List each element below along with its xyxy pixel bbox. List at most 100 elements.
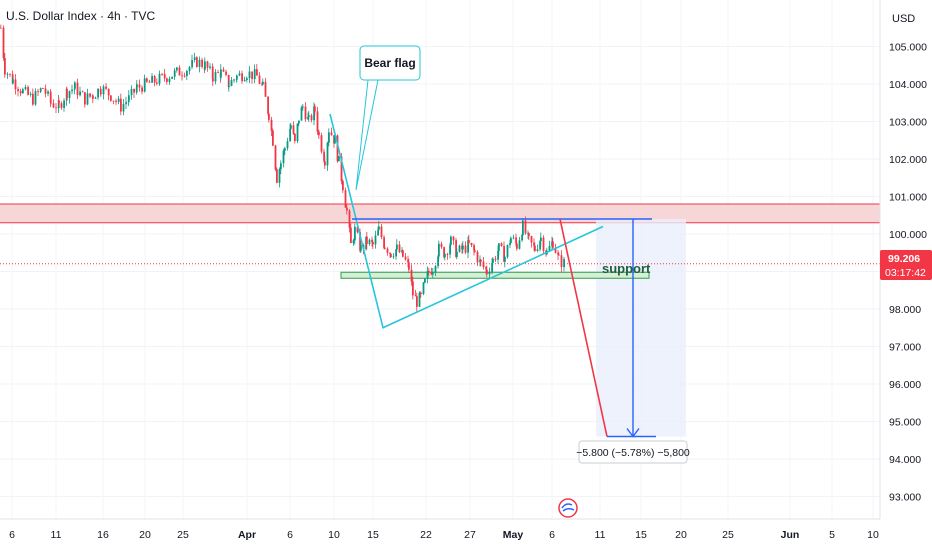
measure-label-box[interactable]: −5.800 (−5.78%) −5,800 (576, 440, 690, 464)
price-tick-label: 94.000 (889, 454, 921, 466)
candle (32, 88, 34, 106)
candle (395, 248, 397, 260)
candle (183, 72, 186, 78)
candle (314, 104, 316, 116)
callout-box (359, 45, 421, 81)
candle (276, 167, 278, 184)
candle (310, 113, 313, 123)
candle (128, 90, 130, 104)
candle (86, 88, 89, 106)
time-axis-ticks: 6 11 16 20 25 Apr 6 10 15 22 27 May 6 11 15 20 25 Jun 5 10 (9, 529, 879, 541)
candle (125, 96, 127, 110)
candle (212, 76, 214, 87)
candle (282, 148, 285, 168)
candle (450, 235, 452, 246)
bear-flag-pattern-line[interactable] (329, 113, 604, 329)
candle (464, 241, 467, 255)
candle (258, 72, 261, 85)
candle (2, 25, 5, 61)
candle (268, 112, 270, 123)
candle (313, 102, 315, 126)
candle (204, 57, 206, 72)
candle (330, 127, 333, 136)
candle (392, 253, 395, 259)
candle (540, 232, 542, 247)
candle (68, 90, 71, 104)
candle (102, 84, 105, 100)
candle (44, 84, 47, 98)
price-tick-label: 98.000 (889, 304, 921, 316)
candle (225, 69, 227, 77)
candle (302, 104, 304, 111)
candle (47, 89, 49, 97)
candle (374, 230, 377, 249)
candle (161, 72, 163, 76)
candle (117, 95, 120, 105)
candle (390, 253, 392, 258)
candle (89, 93, 91, 99)
candle (440, 241, 443, 249)
candle (201, 57, 203, 69)
candle (473, 243, 475, 256)
candle (29, 91, 32, 97)
candle (352, 238, 355, 246)
candle (552, 237, 554, 249)
candle (492, 257, 494, 266)
measure-range-box[interactable] (596, 219, 686, 437)
candle (37, 88, 39, 97)
candle (344, 187, 347, 208)
candle (24, 84, 27, 91)
candle (171, 76, 173, 80)
bear-flag-callout[interactable]: Bear flag (355, 45, 421, 191)
candle (372, 240, 374, 249)
candle (470, 242, 473, 248)
candle (6, 72, 9, 79)
candle (326, 141, 329, 171)
candle (408, 258, 410, 273)
support-zone[interactable] (340, 271, 650, 279)
candle (163, 68, 166, 82)
candle (308, 110, 310, 123)
support-label: support (602, 261, 651, 276)
measure-label-bg (578, 440, 688, 464)
time-tick-label: 20 (675, 529, 687, 541)
time-tick-label: 11 (51, 529, 62, 541)
price-tick-label: 96.000 (889, 379, 921, 391)
candle (522, 217, 524, 237)
time-axis[interactable]: 6 11 16 20 25 Apr 6 10 15 22 27 May 6 11 15 20 25 Jun 5 10 (0, 518, 880, 541)
candle (130, 85, 133, 100)
candle (58, 96, 60, 107)
candle (42, 87, 44, 90)
candle (181, 71, 183, 81)
candle (71, 84, 73, 95)
candle (548, 240, 551, 252)
candle (94, 96, 97, 99)
time-tick-label: 10 (328, 529, 340, 541)
candle (136, 80, 138, 91)
candle (222, 66, 225, 73)
candle (328, 128, 330, 147)
candle (151, 73, 153, 83)
candle (432, 267, 434, 279)
candle (4, 52, 6, 78)
candle (173, 67, 176, 80)
candle (521, 234, 523, 242)
candle (354, 223, 356, 245)
candle (217, 69, 219, 74)
candle (410, 264, 413, 286)
candle (60, 101, 63, 110)
candle (437, 254, 439, 269)
candle (422, 281, 425, 296)
candle (336, 134, 339, 163)
candle (456, 248, 458, 260)
resistance-zone[interactable] (0, 204, 880, 223)
candle (112, 100, 115, 105)
candle (284, 146, 286, 156)
candle (280, 160, 282, 175)
tradingview-logo-icon[interactable] (558, 498, 578, 518)
projection-line[interactable] (559, 218, 608, 437)
candle (141, 85, 143, 95)
candle (243, 76, 246, 82)
candle (19, 88, 22, 97)
